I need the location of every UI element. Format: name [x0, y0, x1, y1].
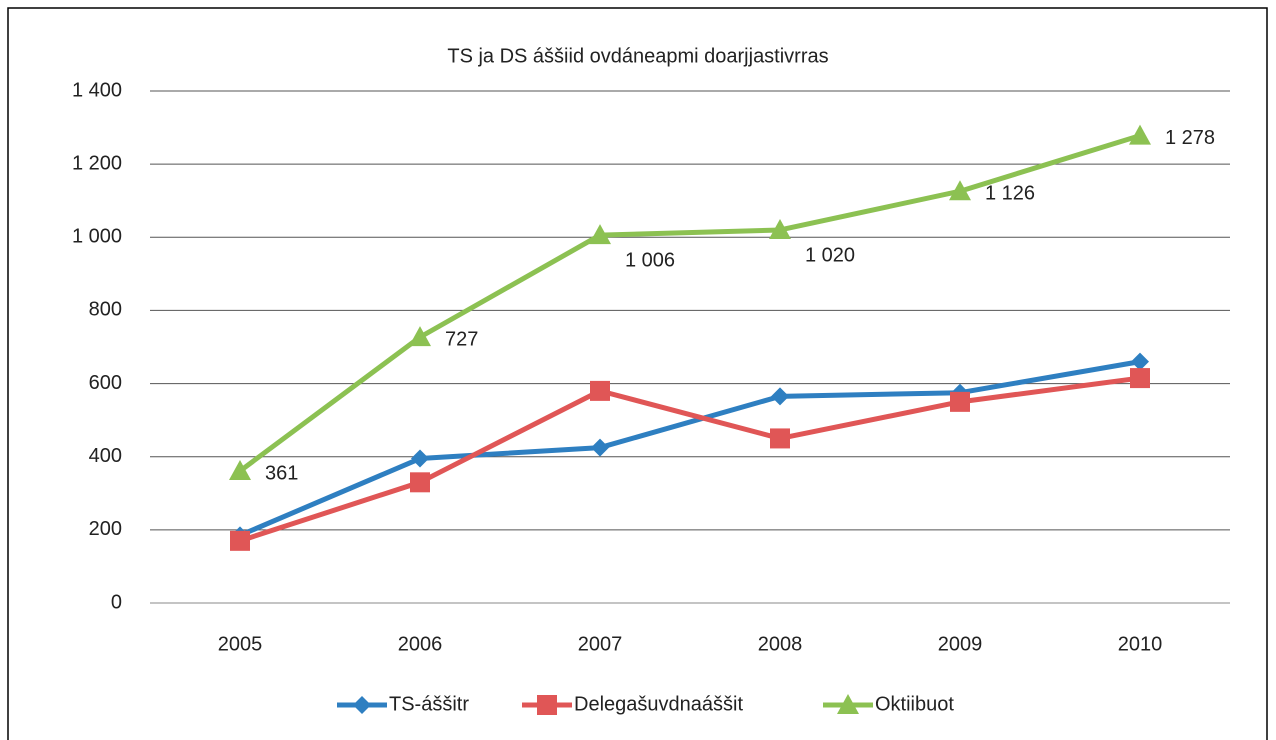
data-label: 1 278	[1165, 127, 1215, 149]
point-marker	[410, 472, 430, 493]
y-tick-label: 1 000	[72, 226, 122, 248]
chart-frame	[7, 7, 1268, 740]
point-marker	[1129, 124, 1151, 145]
point-marker	[411, 449, 429, 468]
point-marker	[769, 218, 791, 239]
x-tick-label: 2006	[398, 633, 443, 655]
data-label: 727	[445, 328, 478, 350]
point-marker	[591, 438, 609, 457]
y-tick-label: 600	[89, 372, 122, 394]
point-marker	[949, 180, 971, 201]
y-tick-label: 400	[89, 445, 122, 467]
point-marker	[230, 530, 250, 551]
legend-label: Oktiibuot	[875, 693, 954, 715]
point-marker	[771, 387, 789, 406]
series-line	[239, 375, 1141, 544]
series-line	[238, 133, 1141, 473]
x-tick-label: 2005	[218, 633, 263, 655]
legend-label: TS-áššitr	[389, 693, 469, 715]
data-label: 361	[265, 462, 298, 484]
x-tick-label: 2009	[938, 633, 983, 655]
y-tick-label: 1 200	[72, 152, 122, 174]
chart-title: TS ja DS áššiid ovdáneapmi doarjjastivrr…	[447, 45, 828, 67]
point-marker	[1130, 368, 1150, 389]
y-tick-label: 200	[89, 518, 122, 540]
point-marker	[229, 459, 251, 480]
point-marker	[1131, 352, 1149, 371]
x-tick-label: 2007	[578, 633, 623, 655]
data-label: 1 020	[805, 244, 855, 266]
legend-marker	[353, 696, 371, 714]
point-marker	[409, 326, 431, 347]
legend-label: Delegašuvdnaáššit	[574, 693, 743, 715]
data-label: 1 126	[985, 182, 1035, 204]
point-marker	[770, 428, 790, 449]
y-tick-label: 0	[111, 591, 122, 613]
legend-marker	[837, 694, 859, 714]
legend-marker	[537, 695, 557, 715]
x-tick-label: 2010	[1118, 633, 1163, 655]
series-line	[239, 359, 1141, 538]
x-tick-label: 2008	[758, 633, 803, 655]
data-label: 1 006	[625, 249, 675, 271]
y-tick-label: 800	[89, 299, 122, 321]
point-marker	[590, 380, 610, 401]
y-tick-label: 1 400	[72, 79, 122, 101]
point-marker	[950, 391, 970, 412]
point-marker	[589, 224, 611, 245]
